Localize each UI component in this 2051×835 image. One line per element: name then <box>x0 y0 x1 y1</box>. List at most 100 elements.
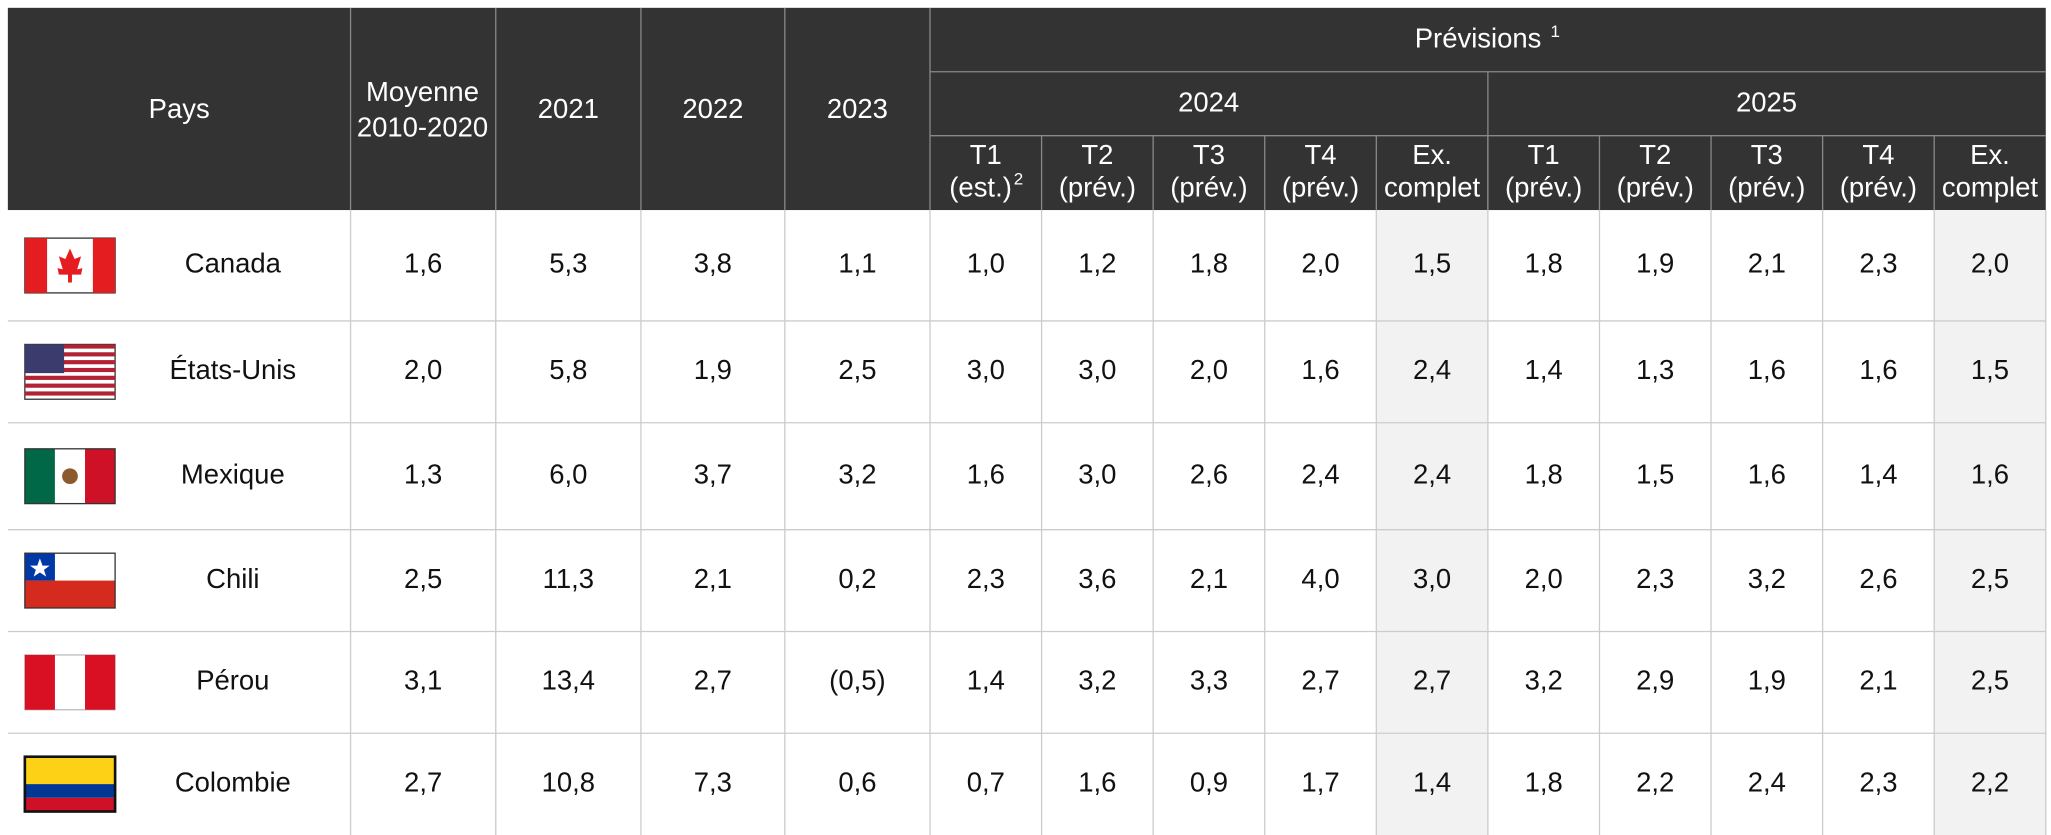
header-cell: T2 <box>1639 139 1671 170</box>
header-cell: 2021 <box>538 93 599 124</box>
header-cell: complet <box>1384 171 1481 202</box>
cell-value: 2,6 <box>1190 458 1228 489</box>
cell-value: 3,0 <box>967 354 1005 385</box>
cell-value: 3,0 <box>1413 563 1451 594</box>
cell-value: 5,8 <box>549 354 587 385</box>
cell-value: 1,6 <box>404 248 442 279</box>
cell-value: 1,4 <box>1859 458 1897 489</box>
country-name: Colombie <box>175 766 291 797</box>
cell-value: 3,1 <box>404 665 442 696</box>
year-column-bg <box>1376 210 1488 835</box>
cell-value: 1,3 <box>1636 354 1674 385</box>
cell-value: 11,3 <box>543 563 594 594</box>
country-name: Canada <box>185 248 282 279</box>
country-flag <box>23 755 117 813</box>
cell-value: 2,4 <box>1413 354 1451 385</box>
flag <box>57 248 83 283</box>
header-cell: T2 <box>1081 139 1113 170</box>
header-cell: Ex. <box>1412 139 1452 170</box>
cell-value: 2,0 <box>1525 563 1563 594</box>
country-name: États-Unis <box>170 354 297 385</box>
country-flag <box>24 448 116 505</box>
cell-value: 2,3 <box>1859 248 1897 279</box>
flag <box>24 580 116 608</box>
flag <box>24 375 116 380</box>
cell-value: 1,4 <box>1413 766 1451 797</box>
footnote-mark: 2 <box>1014 170 1023 189</box>
cell-value: 1,5 <box>1636 458 1674 489</box>
cell-value: 2,4 <box>1413 458 1451 489</box>
cell-value: 1,3 <box>404 458 442 489</box>
header-cell: (prév.) <box>1059 171 1136 202</box>
country-name: Mexique <box>181 458 285 489</box>
flag <box>85 448 116 504</box>
cell-value: 5,3 <box>549 248 587 279</box>
cell-value: 1,6 <box>1748 458 1786 489</box>
country-flag <box>24 237 116 294</box>
flag <box>24 238 48 293</box>
year-column-bg <box>1934 210 2046 835</box>
header-cell: Moyenne <box>366 76 479 107</box>
cell-value: 2,6 <box>1859 563 1897 594</box>
cell-value: 3,2 <box>1748 563 1786 594</box>
country-flag <box>24 552 116 609</box>
cell-value: 2,5 <box>1971 563 2009 594</box>
cell-value: 2,7 <box>694 665 732 696</box>
header-bg <box>7 7 2046 211</box>
cell-value: 2,4 <box>1748 766 1786 797</box>
country-name: Pérou <box>196 665 269 696</box>
flag <box>24 391 116 396</box>
cell-value: 2,1 <box>694 563 732 594</box>
cell-value: 3,0 <box>1078 354 1116 385</box>
country-flag <box>24 343 116 400</box>
header-cell: 2023 <box>827 93 888 124</box>
flag <box>24 344 65 374</box>
cell-value: 3,7 <box>694 458 732 489</box>
header-cell: T1 <box>970 139 1002 170</box>
header-cell: complet <box>1942 171 2039 202</box>
header-cell: 2025 <box>1736 87 1797 118</box>
header-cell: (prév.) <box>1282 171 1359 202</box>
header-cell: 2022 <box>682 93 743 124</box>
header-cell: 2010-2020 <box>357 111 488 142</box>
country-name: Chili <box>206 563 259 594</box>
cell-value: 6,0 <box>549 458 587 489</box>
cell-value: 1,8 <box>1190 248 1228 279</box>
cell-value: 1,6 <box>1859 354 1897 385</box>
cell-value: 13,4 <box>542 665 595 696</box>
cell-value: 1,7 <box>1301 766 1339 797</box>
cell-value: 7,3 <box>694 766 732 797</box>
cell-value: 0,6 <box>838 766 876 797</box>
flag <box>24 797 116 812</box>
flag <box>24 784 116 798</box>
flag <box>24 352 116 357</box>
flag <box>30 558 50 577</box>
cell-value: 1,2 <box>1078 248 1116 279</box>
cell-value: 1,6 <box>1301 354 1339 385</box>
cell-value: 2,3 <box>967 563 1005 594</box>
header-cell: Pays <box>149 93 210 124</box>
cell-value: 2,9 <box>1636 665 1674 696</box>
cell-value: 2,5 <box>1971 665 2009 696</box>
cell-value: 2,0 <box>1301 248 1339 279</box>
header-cell: (prév.) <box>1840 171 1917 202</box>
cell-value: 2,2 <box>1636 766 1674 797</box>
cell-value: 1,6 <box>1078 766 1116 797</box>
cell-value: 1,8 <box>1525 458 1563 489</box>
cell-value: 2,5 <box>404 563 442 594</box>
cell-value: 2,1 <box>1859 665 1897 696</box>
cell-value: 3,8 <box>694 248 732 279</box>
cell-value: 2,3 <box>1636 563 1674 594</box>
header-cell: (est.) <box>949 171 1012 202</box>
flag <box>24 344 116 349</box>
cell-value: 1,8 <box>1525 248 1563 279</box>
cell-value: 1,6 <box>967 458 1005 489</box>
cell-value: 1,9 <box>1636 248 1674 279</box>
header-cell: T3 <box>1193 139 1225 170</box>
cell-value: (0,5) <box>829 665 885 696</box>
cell-value: 1,5 <box>1413 248 1451 279</box>
footnote-mark: 1 <box>1551 22 1560 41</box>
flag <box>24 552 116 609</box>
cell-value: 2,0 <box>1190 354 1228 385</box>
cell-value: 1,6 <box>1971 458 2009 489</box>
